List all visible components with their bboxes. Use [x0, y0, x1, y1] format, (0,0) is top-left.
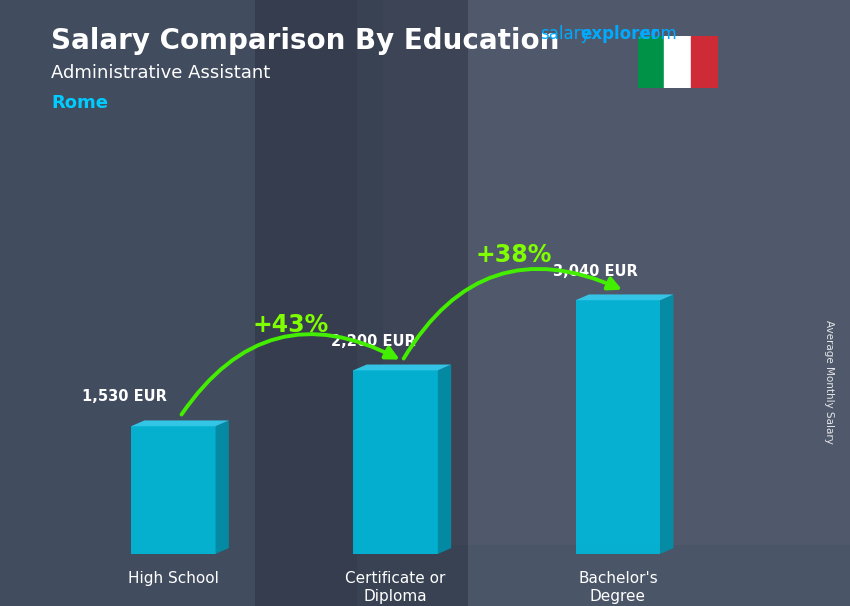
Text: 2,200 EUR: 2,200 EUR [331, 333, 416, 348]
Bar [691, 36, 718, 88]
Text: explorer: explorer [581, 25, 660, 44]
Polygon shape [354, 370, 438, 554]
Text: 1,530 EUR: 1,530 EUR [82, 390, 167, 404]
Polygon shape [575, 300, 660, 554]
Bar [665, 36, 691, 88]
Bar [638, 36, 665, 88]
Polygon shape [216, 421, 229, 554]
Bar [382, 0, 850, 545]
Polygon shape [131, 421, 229, 426]
Text: salary: salary [540, 25, 590, 44]
Text: Administrative Assistant: Administrative Assistant [51, 64, 270, 82]
Bar [0, 0, 357, 606]
Polygon shape [131, 426, 216, 554]
Polygon shape [575, 295, 673, 300]
Bar [255, 0, 468, 606]
Polygon shape [660, 295, 673, 554]
Text: Rome: Rome [51, 94, 108, 112]
Text: .com: .com [636, 25, 677, 44]
Polygon shape [354, 365, 451, 370]
Text: Salary Comparison By Education: Salary Comparison By Education [51, 27, 559, 55]
Text: +38%: +38% [475, 242, 552, 267]
Text: 3,040 EUR: 3,040 EUR [553, 264, 638, 279]
Text: +43%: +43% [253, 313, 329, 337]
Polygon shape [438, 365, 451, 554]
Text: Average Monthly Salary: Average Monthly Salary [824, 320, 834, 444]
